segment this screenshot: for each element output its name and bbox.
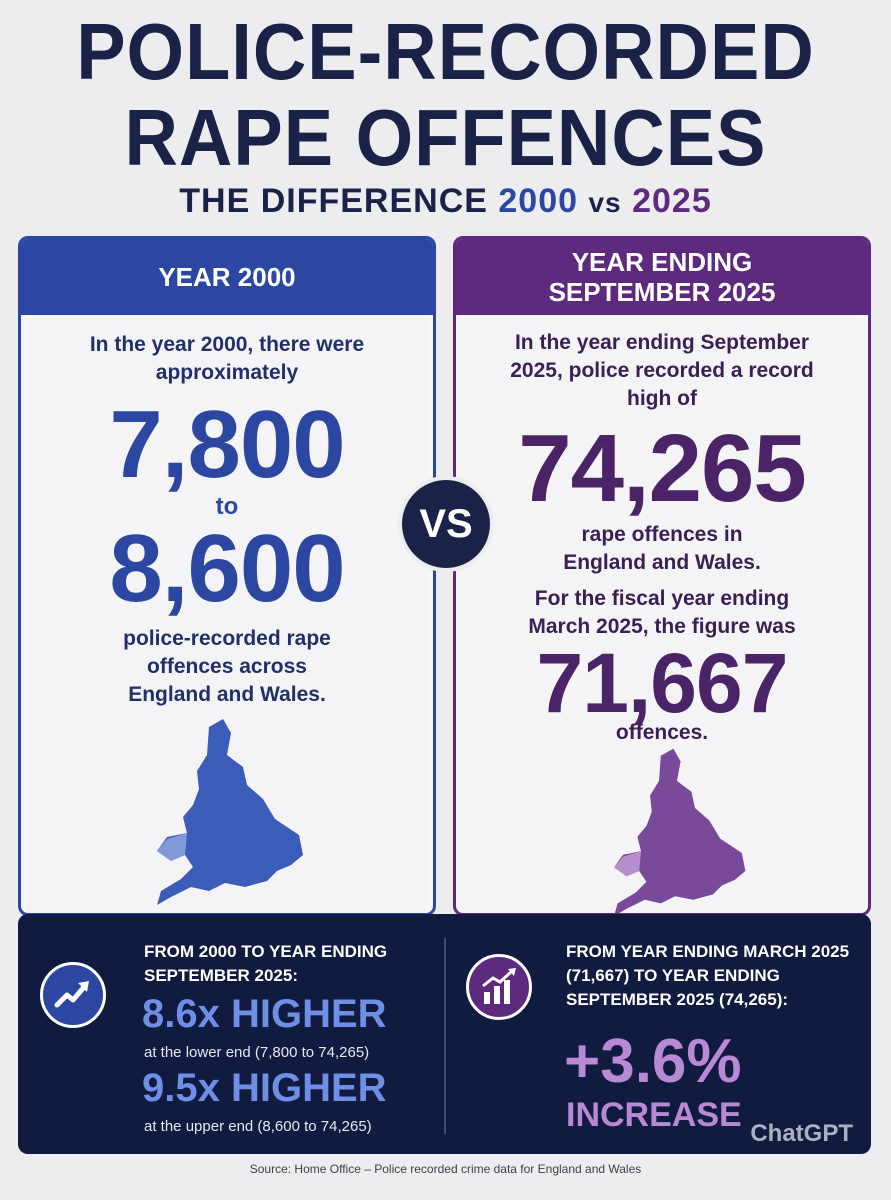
stat-lower-end-note: at the lower end (7,800 to 74,265) bbox=[144, 1044, 370, 1061]
desc-line-2: England and Wales. bbox=[563, 551, 761, 574]
number-main: 74,265 bbox=[518, 415, 807, 522]
increase-label: INCREASE bbox=[566, 1096, 742, 1134]
number-fiscal: 71,667 bbox=[536, 636, 789, 730]
right-heading-line-1: FROM YEAR ENDING MARCH 2025 bbox=[566, 942, 850, 961]
source-note: Source: Home Office – Police recorded cr… bbox=[249, 1162, 642, 1176]
vs-badge: VS bbox=[398, 476, 494, 572]
panel-body-2025: In the year ending September 2025, polic… bbox=[462, 315, 862, 913]
fiscal-suffix: offences. bbox=[615, 721, 709, 744]
header-line-1: YEAR ENDING bbox=[571, 247, 753, 277]
intro-line-1: In the year ending September bbox=[514, 331, 810, 354]
header-line-2: SEPTEMBER 2025 bbox=[548, 277, 776, 307]
title-line-1: POLICE-RECORDED bbox=[76, 6, 815, 97]
left-heading-line-2: SEPTEMBER 2025: bbox=[144, 966, 298, 985]
fiscal-line-2: March 2025, the figure was bbox=[528, 615, 796, 638]
watermark: ChatGPT bbox=[750, 1120, 853, 1147]
panel-year-2025: YEAR ENDING SEPTEMBER 2025 In the year e… bbox=[453, 236, 871, 916]
panel-year-2000: YEAR 2000 In the year 2000, there were a… bbox=[18, 236, 436, 916]
number-low: 7,800 bbox=[109, 391, 345, 498]
left-heading-line-1: FROM 2000 TO YEAR ENDING bbox=[144, 942, 388, 961]
desc-line-1: rape offences in bbox=[581, 523, 743, 546]
subtitle-year-2000: 2000 bbox=[498, 182, 579, 220]
subtitle-year-2025: 2025 bbox=[632, 182, 712, 220]
intro-line-1: In the year 2000, there were bbox=[89, 333, 365, 356]
percent-increase: +3.6% bbox=[564, 1027, 742, 1096]
intro-line-3: high of bbox=[627, 387, 697, 410]
bar-chart-growth-icon bbox=[466, 954, 532, 1020]
fiscal-line-1: For the fiscal year ending bbox=[534, 587, 790, 610]
summary-divider bbox=[444, 938, 446, 1134]
stat-upper-end: 9.5x HIGHER bbox=[142, 1066, 387, 1110]
panel-header-2025: YEAR ENDING SEPTEMBER 2025 bbox=[456, 239, 868, 315]
trend-up-arrow-icon bbox=[40, 962, 106, 1028]
panel-header-2000: YEAR 2000 bbox=[21, 239, 433, 315]
subtitle: THE DIFFERENCE 2000 vs 2025 bbox=[0, 182, 891, 221]
desc-line-1: police-recorded rape bbox=[123, 627, 331, 650]
stat-upper-end-note: at the upper end (8,600 to 74,265) bbox=[144, 1118, 372, 1135]
intro-line-2: approximately bbox=[155, 361, 299, 384]
desc-line-2: offences across bbox=[147, 655, 307, 678]
panel-body-2000: In the year 2000, there were approximate… bbox=[27, 315, 427, 913]
title-line-2: RAPE OFFENCES bbox=[124, 92, 767, 183]
stat-lower-end: 8.6x HIGHER bbox=[142, 992, 387, 1036]
subtitle-vs: vs bbox=[588, 187, 622, 218]
england-wales-map-blue bbox=[157, 719, 303, 905]
right-heading-line-3: SEPTEMBER 2025 (74,265): bbox=[566, 990, 789, 1009]
desc-line-3: England and Wales. bbox=[128, 683, 326, 706]
comparison-summary: FROM 2000 TO YEAR ENDING SEPTEMBER 2025:… bbox=[18, 914, 871, 1154]
to-label: to bbox=[215, 493, 239, 520]
england-wales-map-purple bbox=[614, 748, 746, 913]
number-high: 8,600 bbox=[109, 515, 345, 622]
subtitle-prefix: THE DIFFERENCE bbox=[179, 182, 488, 220]
intro-line-2: 2025, police recorded a record bbox=[510, 359, 814, 382]
right-heading-line-2: (71,667) TO YEAR ENDING bbox=[566, 966, 780, 985]
